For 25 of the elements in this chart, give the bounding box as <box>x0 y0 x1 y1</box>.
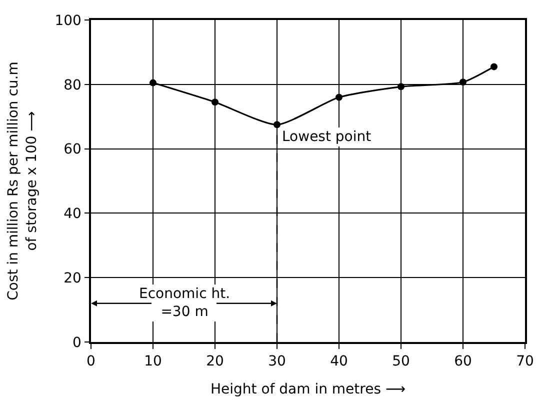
x-tick-label: 0 <box>86 354 96 370</box>
x-tick-label: 70 <box>516 354 534 370</box>
y-tick-label: 40 <box>64 206 82 222</box>
x-tick-label: 50 <box>392 354 410 370</box>
point <box>398 83 404 90</box>
y-tick-label: 60 <box>64 142 82 158</box>
y-tick-label: 20 <box>64 270 82 286</box>
annotation: Lowest point <box>282 129 372 145</box>
annotation: Economic ht. =30 m <box>139 286 230 320</box>
y-tick-label: 100 <box>54 12 82 29</box>
x-tick-label: 40 <box>330 354 348 370</box>
x-axis-title: Height of dam in metres ⟶ <box>210 381 406 398</box>
point <box>212 98 218 106</box>
y-tick-label: 0 <box>72 334 82 351</box>
x-tick-label: 10 <box>144 354 162 370</box>
point <box>490 63 498 70</box>
point <box>336 94 342 101</box>
x-tick-label: 30 <box>268 354 286 370</box>
point <box>460 78 466 86</box>
y-tick-label: 80 <box>64 77 82 94</box>
y-axis-title: Cost in million Rs per million cu.m of storage x 100 ⟶ <box>6 62 40 300</box>
point <box>150 79 156 86</box>
x-tick-label: 60 <box>454 354 472 370</box>
point <box>274 121 280 128</box>
x-tick-label: 20 <box>206 354 224 370</box>
